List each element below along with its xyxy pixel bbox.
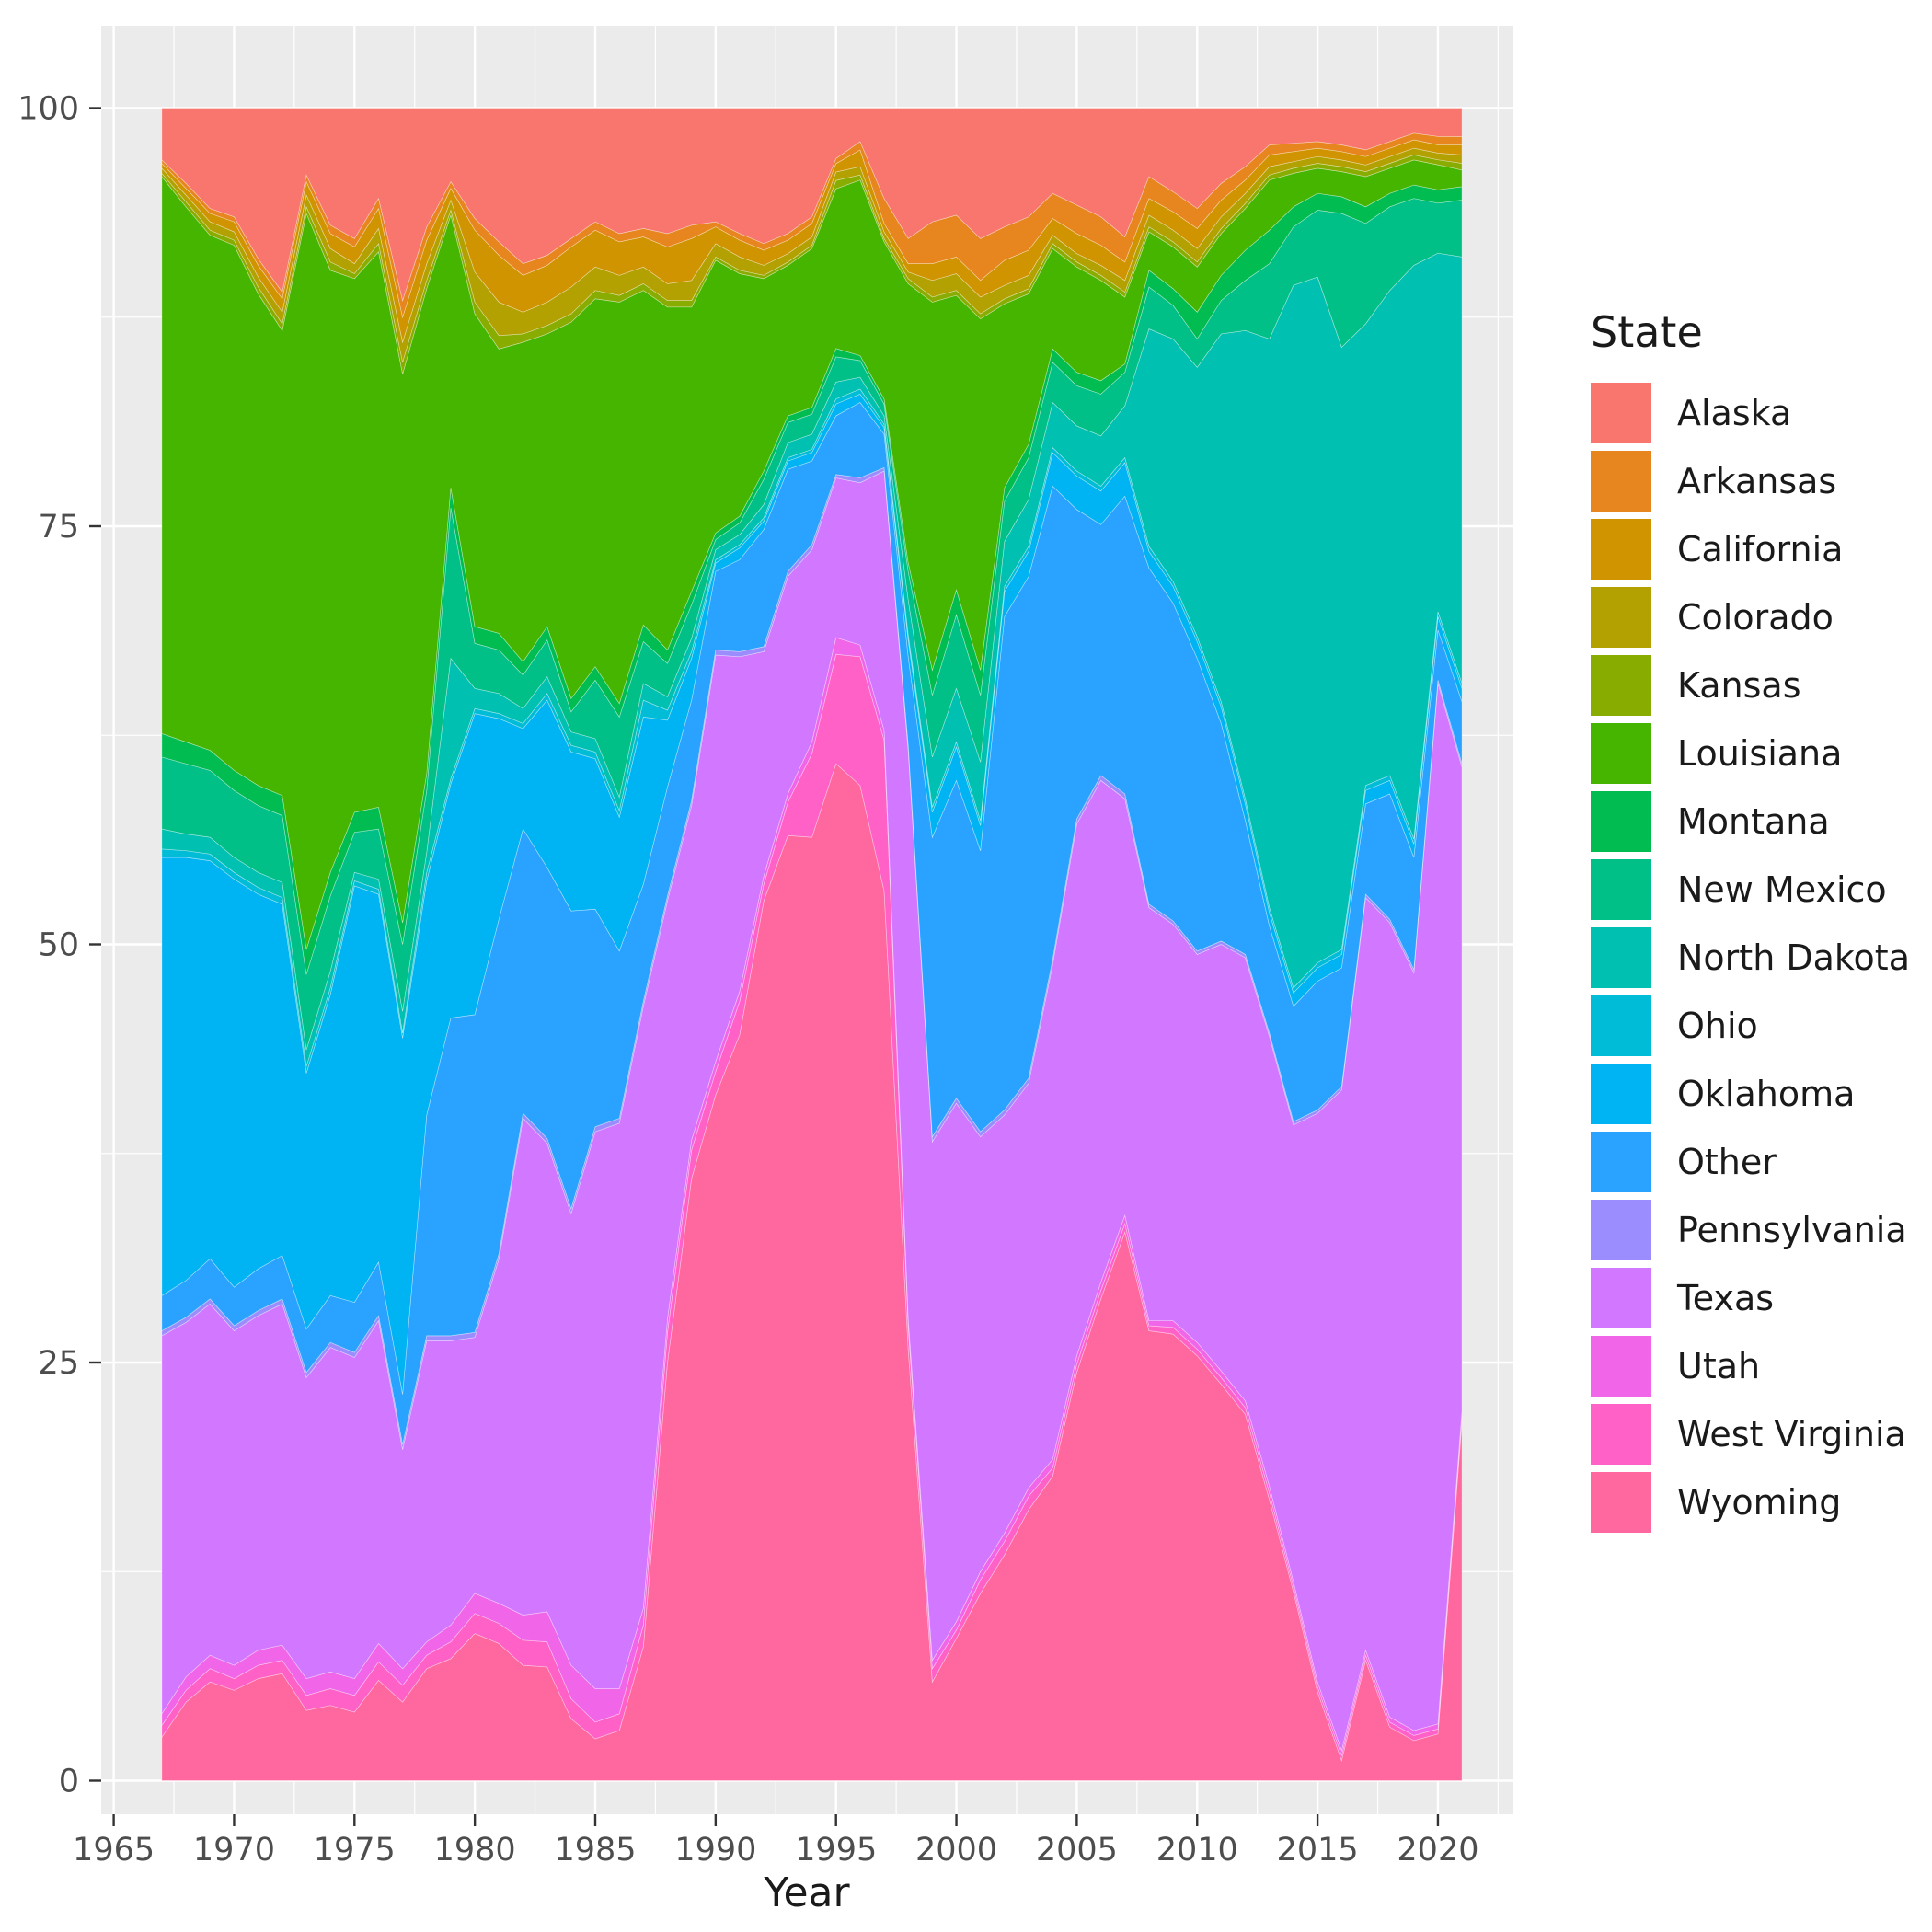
legend-item-label: Pennsylvania [1677, 1210, 1907, 1250]
legend-swatch [1591, 519, 1651, 580]
legend-swatch [1591, 383, 1651, 443]
legend-swatch [1591, 1064, 1651, 1124]
legend-item-other: Other [1591, 1132, 1910, 1192]
x-tick-label: 1990 [674, 1832, 756, 1869]
legend-item-label: Alaska [1677, 393, 1792, 433]
legend-swatch [1591, 1336, 1651, 1397]
area-new-mexico [161, 198, 1463, 1051]
axis-labels: 1965 1970 1975 1980 1985 1990 1995 2000 2005 2010… [17, 91, 1478, 1869]
legend-item-label: Oklahoma [1677, 1074, 1856, 1114]
legend-item-arkansas: Arkansas [1591, 451, 1910, 512]
legend-title: State [1591, 307, 1703, 357]
legend-swatch [1591, 655, 1651, 716]
legend-item-louisiana: Louisiana [1591, 723, 1910, 784]
area-california [161, 139, 1463, 344]
legend-item-new-mexico: New Mexico [1591, 859, 1910, 920]
legend-item-kansas: Kansas [1591, 655, 1910, 716]
legend-swatch [1591, 587, 1651, 648]
legend: State Alaska Arkansas California Colorado Ka… [1591, 307, 1910, 1540]
x-tick-label: 1980 [434, 1832, 516, 1869]
y-tick-label: 25 [38, 1345, 79, 1382]
area-oklahoma [161, 393, 1463, 1395]
x-tick-label: 2000 [915, 1832, 997, 1869]
legend-swatch [1591, 1132, 1651, 1192]
x-tick-label: 2010 [1156, 1832, 1238, 1869]
legend-swatch [1591, 1200, 1651, 1260]
legend-item-label: Arkansas [1677, 461, 1837, 501]
area-ohio [161, 388, 1463, 1074]
legend-item-label: California [1677, 529, 1844, 569]
legend-item-montana: Montana [1591, 791, 1910, 852]
legend-item-label: Louisiana [1677, 733, 1843, 774]
axis-ticks [89, 107, 1440, 1826]
x-tick-label: 1985 [554, 1832, 636, 1869]
area-louisiana [161, 159, 1463, 950]
legend-swatch [1591, 723, 1651, 784]
x-axis-title: Year [763, 1869, 850, 1916]
legend-item-label: Wyoming [1677, 1482, 1842, 1523]
legend-item-california: California [1591, 519, 1910, 580]
legend-item-colorado: Colorado [1591, 587, 1910, 648]
legend-item-utah: Utah [1591, 1336, 1910, 1397]
area-series [161, 108, 1463, 1781]
legend-swatch [1591, 1472, 1651, 1533]
legend-item-label: Utah [1677, 1346, 1761, 1386]
legend-item-alaska: Alaska [1591, 383, 1910, 443]
area-alaska [161, 108, 1463, 302]
legend-item-label: Ohio [1677, 1006, 1758, 1046]
legend-item-label: Kansas [1677, 665, 1801, 706]
legend-item-label: New Mexico [1677, 869, 1887, 910]
legend-item-north-dakota: North Dakota [1591, 927, 1910, 988]
legend-item-label: Colorado [1677, 597, 1834, 638]
x-tick-label: 1970 [193, 1832, 275, 1869]
legend-item-west-virginia: West Virginia [1591, 1404, 1910, 1465]
x-tick-label: 1995 [795, 1832, 877, 1869]
y-tick-label: 0 [59, 1764, 79, 1800]
legend-item-label: Other [1677, 1142, 1777, 1182]
x-tick-label: 1975 [314, 1832, 396, 1869]
x-tick-label: 2015 [1277, 1832, 1359, 1869]
x-tick-label: 2005 [1036, 1832, 1118, 1869]
legend-item-label: Texas [1677, 1278, 1775, 1318]
legend-item-ohio: Ohio [1591, 995, 1910, 1056]
legend-item-texas: Texas [1591, 1268, 1910, 1328]
y-tick-label: 75 [38, 509, 79, 546]
legend-swatch [1591, 791, 1651, 852]
legend-item-label: North Dakota [1677, 937, 1910, 978]
legend-item-label: Montana [1677, 801, 1830, 842]
y-tick-label: 50 [38, 927, 79, 964]
legend-swatch [1591, 1404, 1651, 1465]
x-tick-label: 2020 [1397, 1832, 1478, 1869]
legend-item-oklahoma: Oklahoma [1591, 1064, 1910, 1124]
legend-item-pennsylvania: Pennsylvania [1591, 1200, 1910, 1260]
legend-swatch [1591, 995, 1651, 1056]
legend-swatch [1591, 927, 1651, 988]
legend-swatch [1591, 859, 1651, 920]
y-tick-label: 100 [17, 91, 79, 128]
legend-item-wyoming: Wyoming [1591, 1472, 1910, 1533]
legend-item-label: West Virginia [1677, 1414, 1906, 1455]
legend-swatch [1591, 451, 1651, 512]
x-tick-label: 1965 [73, 1832, 155, 1869]
legend-swatch [1591, 1268, 1651, 1328]
legend-items: Alaska Arkansas California Colorado Kansas Lo… [1591, 383, 1910, 1533]
